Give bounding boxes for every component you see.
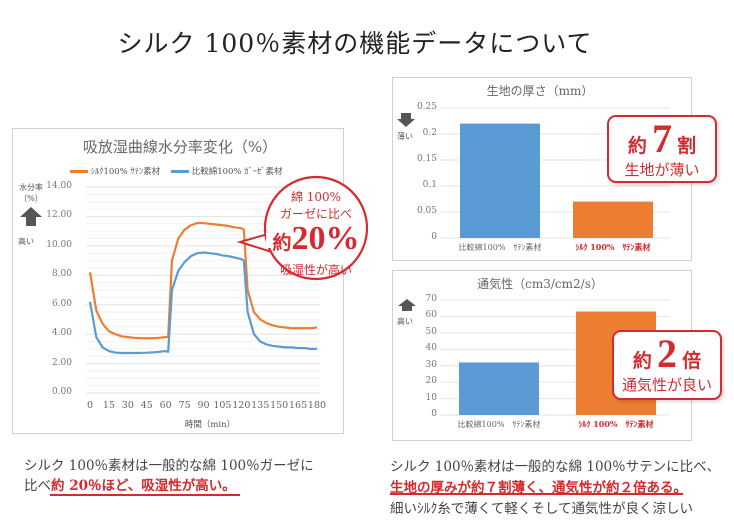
y-tick-label: 14.00 bbox=[46, 181, 72, 191]
left-text-plain: 比べ bbox=[24, 478, 51, 494]
left-text-highlight: 約 20％ほど、吸湿性が高い。 bbox=[51, 478, 236, 494]
legend-swatch-cotton bbox=[171, 170, 190, 173]
right-text-line1: シルク 100％素材は一般的な綿 100％サテンに比べ、 bbox=[390, 459, 721, 475]
callout-sub: 通気性が良い bbox=[621, 376, 712, 394]
legend-label-cotton: 比較綿100% ｶﾞｰｾﾞ素材 bbox=[191, 167, 283, 177]
x-tick-label: 135 bbox=[251, 400, 270, 411]
legend-label-silk: ｼﾙｸ100% ｻﾃﾝ素材 bbox=[90, 167, 161, 177]
callout-big: 2 bbox=[657, 331, 677, 376]
y-tick-label: 12.00 bbox=[46, 210, 72, 221]
y-tick-label: 50 bbox=[425, 326, 437, 337]
x-tick-label: 30 bbox=[121, 400, 134, 411]
left-text-line2: 比べ約 20％ほど、吸湿性が高い。 bbox=[24, 474, 236, 494]
y-tick-label: 0.15 bbox=[416, 154, 437, 164]
y-tick-label: 8.00 bbox=[51, 269, 72, 280]
callout-prefix: 約 bbox=[627, 135, 647, 157]
arrow-up-icon-stem bbox=[402, 306, 412, 311]
callout-suffix: 割 bbox=[677, 135, 697, 157]
y-tick-label: 30 bbox=[425, 359, 437, 370]
x-tick-label: 15 bbox=[102, 400, 115, 411]
arrow-down-icon bbox=[397, 119, 415, 127]
arrow-up-icon bbox=[398, 299, 416, 306]
legend-swatch-silk bbox=[70, 170, 88, 173]
y-tick-label: 4.00 bbox=[51, 328, 72, 339]
bar-cotton bbox=[460, 123, 540, 238]
y-tick-label: 0.25 bbox=[416, 102, 437, 112]
x-tick-label: 90 bbox=[197, 400, 210, 411]
callout-thickness: 約 7 割 生地が薄い bbox=[607, 115, 717, 183]
right-text-line3: 細いｼﾙｸ糸で薄くて軽くそして通気性が良く涼しい bbox=[390, 501, 693, 517]
bar-cotton bbox=[459, 362, 539, 415]
callout-big: 20% bbox=[291, 220, 360, 257]
callout-prefix: 約 bbox=[272, 232, 292, 254]
callout-suffix: 倍 bbox=[682, 350, 702, 372]
y-tick-label: 60 bbox=[425, 310, 437, 321]
moisture-chart-title: 吸放湿曲線水分率変化（%） bbox=[82, 138, 278, 156]
y-tick-label: 6.00 bbox=[51, 298, 72, 309]
x-tick-label: 180 bbox=[307, 400, 327, 411]
y-tick-label: 0 bbox=[431, 409, 437, 419]
callout-tail-mask bbox=[266, 233, 278, 248]
y-tick-label: 20 bbox=[425, 376, 437, 387]
x-tick-label: 45 bbox=[140, 400, 153, 411]
y-tick-label: 0.00 bbox=[51, 387, 72, 397]
x-tick-label: 60 bbox=[159, 400, 172, 411]
cotton-series-line bbox=[88, 251, 317, 355]
y-indicator-label: 高い bbox=[397, 317, 413, 326]
x-axis-label: 時間（min） bbox=[184, 420, 236, 430]
category-label: ｼﾙｸ 100% ｻﾃﾝ素材 bbox=[578, 419, 654, 429]
y-tick-label: 70 bbox=[425, 294, 437, 304]
y-tick-label: 2.00 bbox=[51, 357, 72, 368]
callout-prefix: 約 bbox=[632, 350, 652, 372]
y-tick-label: 0.2 bbox=[422, 128, 437, 138]
y-tick-label: 40 bbox=[425, 343, 437, 354]
legend: ｼﾙｸ100% ｻﾃﾝ素材 比較綿100% ｶﾞｰｾﾞ素材 bbox=[70, 165, 283, 177]
callout-circle bbox=[263, 175, 369, 281]
y-tick-label: 0 bbox=[431, 232, 437, 242]
arrow-up-icon bbox=[20, 207, 42, 217]
callout-line4: 吸湿性が高い bbox=[279, 263, 352, 277]
x-tick-label: 165 bbox=[289, 400, 308, 411]
category-label: ｼﾙｸ 100% ｻﾃﾝ素材 bbox=[575, 242, 651, 252]
page-title: シルク 100％素材の機能データについて bbox=[117, 29, 593, 58]
y-tick-label: 0.1 bbox=[422, 180, 437, 190]
y-tick-label: 10.00 bbox=[46, 239, 72, 250]
callout-line1: 綿 100% bbox=[290, 190, 342, 204]
y-axis-label: 水分率（%） bbox=[19, 183, 43, 203]
underline bbox=[50, 494, 240, 496]
category-label: 比較綿100% ｻﾃﾝ素材 bbox=[457, 420, 541, 429]
underline bbox=[390, 493, 683, 495]
bar-silk bbox=[573, 201, 653, 238]
y-indicator-label: 薄い bbox=[397, 132, 413, 141]
x-tick-label: 75 bbox=[178, 400, 191, 411]
silk-series-line bbox=[88, 221, 318, 340]
y-tick-label: 0.05 bbox=[416, 206, 437, 216]
thickness-chart-title: 生地の厚さ（mm） bbox=[486, 84, 594, 98]
y-tick-label: 10 bbox=[425, 392, 437, 403]
callout-sub: 生地が薄い bbox=[624, 161, 700, 179]
callout-breathability: 約 2 倍 通気性が良い bbox=[612, 330, 722, 400]
callout-big: 7 bbox=[652, 116, 672, 161]
x-tick-label: 105 bbox=[213, 400, 232, 411]
category-label: 比較綿100% ｻﾃﾝ素材 bbox=[458, 243, 542, 252]
left-text-line1: シルク 100％素材は一般的な綿 100％ガーゼに bbox=[24, 458, 314, 474]
arrow-up-icon-stem bbox=[26, 217, 36, 226]
moisture-chart bbox=[12, 128, 344, 434]
x-tick-label: 150 bbox=[270, 400, 289, 411]
y-indicator-label: 高い bbox=[18, 237, 34, 246]
x-tick-label: 120 bbox=[232, 400, 251, 411]
callout-moisture: 綿 100% ガーゼに比べ 約20% 吸湿性が高い bbox=[264, 176, 368, 280]
arrow-down-icon-stem bbox=[401, 113, 411, 119]
callout-line2: ガーゼに比べ bbox=[279, 207, 352, 221]
right-text-line2: 生地の厚みが約７割薄く、通気性が約２倍ある。 bbox=[390, 480, 687, 496]
breathability-chart-title: 通気性（cm3/cm2/s） bbox=[477, 277, 603, 291]
x-tick-label: 0 bbox=[86, 400, 94, 411]
